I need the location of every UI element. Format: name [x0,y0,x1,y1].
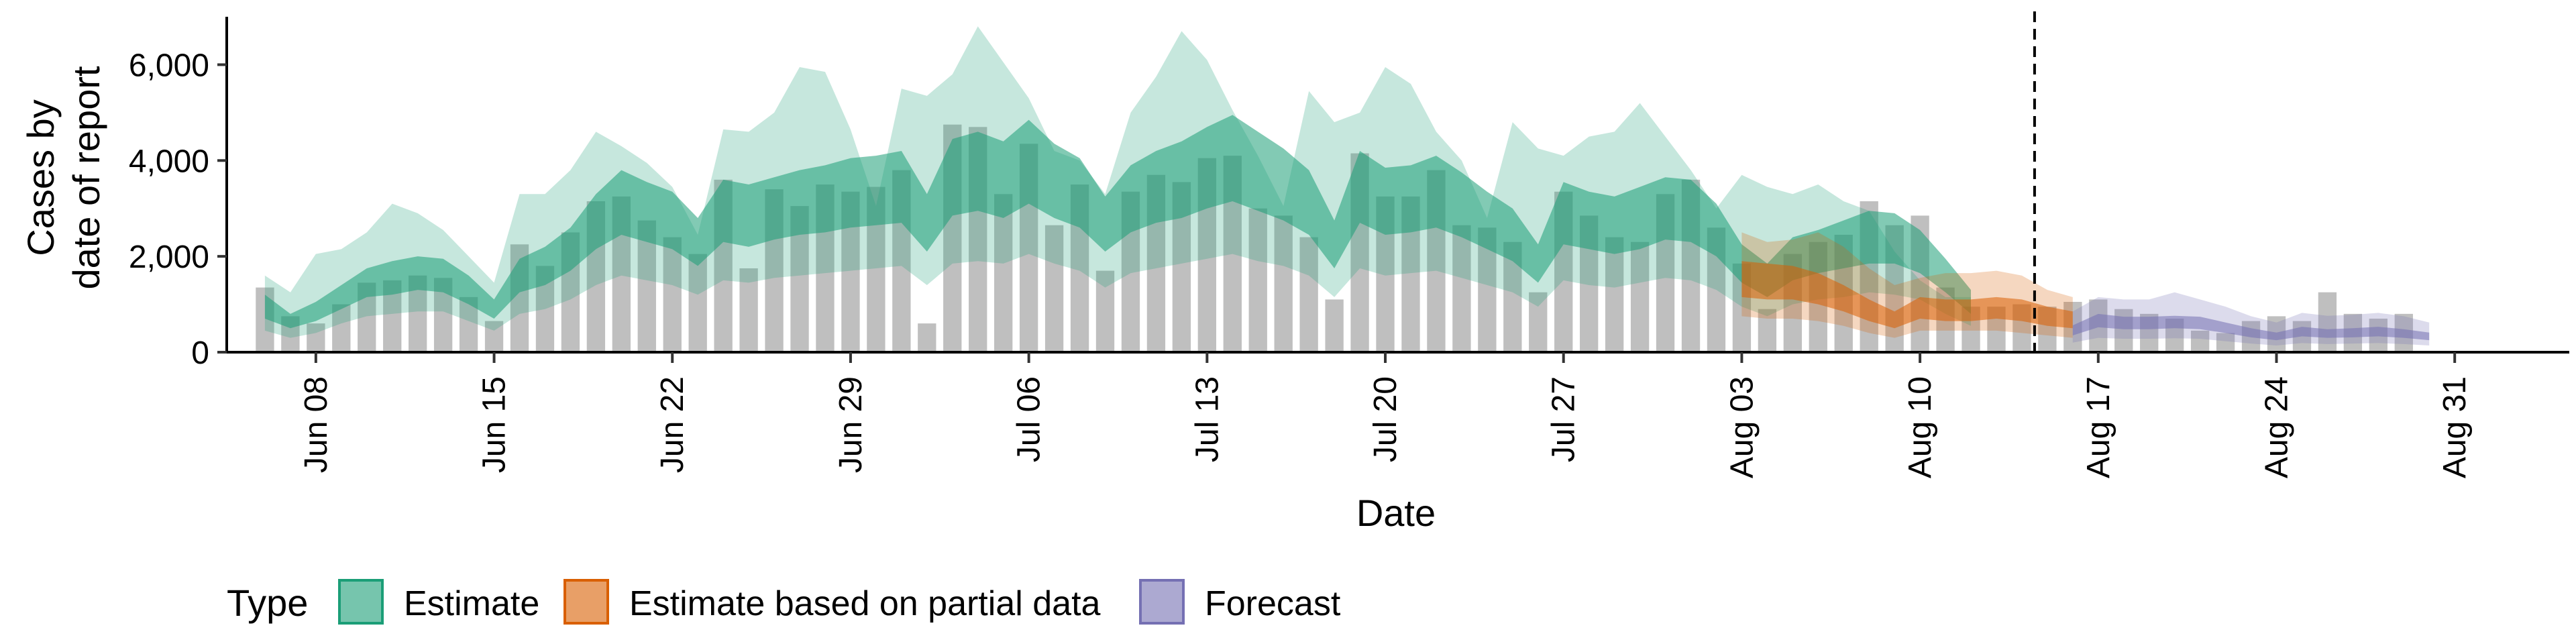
axes: 0 2,000 4,000 6,000 Jun 08 Jun 15 Jun 22 Jun 29… [129,17,2569,478]
observed-case-bar [663,237,682,352]
observed-case-bar [688,254,707,352]
observed-case-bar [1325,299,1344,352]
observed-case-bar [918,323,936,352]
observed-case-bar [1452,225,1471,352]
x-tick-label: Aug 24 [2259,376,2295,478]
legend-swatch-forecast [1139,579,1185,625]
legend: Type Estimate Estimate based on partial d… [227,579,1341,625]
x-tick-label: Aug 31 [2437,376,2473,478]
observed-case-bar [1529,292,1548,352]
legend-label-estimate: Estimate [404,584,539,623]
observed-case-bar [1248,208,1267,352]
x-tick-label: Jun 29 [833,376,869,473]
legend-swatch-partial [564,579,609,625]
legend-title: Type [227,582,308,624]
observed-case-bar [1095,270,1115,352]
observed-case-bar [2190,330,2210,352]
observed-case-bar [739,268,758,352]
observed-case-bar [2318,292,2337,352]
observed-case-bar [1044,225,1064,352]
legend-swatch-estimate [338,579,384,625]
y-axis-label-line2: date of report [65,66,107,290]
observed-case-bar [994,194,1013,352]
observed-case-bar [484,321,504,352]
x-tick-label: Jul 13 [1189,376,1225,462]
forecast-50-band [2072,313,2430,341]
x-tick-label: Aug 10 [1902,376,1938,478]
observed-case-bar [1605,237,1624,352]
observed-case-bar [307,323,325,352]
y-tick-label: 0 [191,335,209,371]
x-tick-label: Jul 27 [1546,376,1582,462]
x-tick-label: Aug 17 [2081,376,2116,478]
x-tick-label: Jun 08 [299,376,334,473]
y-tick-label: 6,000 [129,48,209,83]
x-axis-label: Date [1356,492,1436,534]
observed-case-bar [332,304,351,352]
observed-cases-bars [256,124,2413,353]
observed-case-bar [1299,237,1318,352]
observed-case-bar [1630,241,1650,352]
y-axis-label-line1: Cases by [19,99,62,256]
observed-case-bar [1758,309,1777,352]
observed-case-bar [2216,333,2235,352]
legend-label-forecast: Forecast [1205,584,1341,623]
observed-case-bar [1274,215,1293,352]
x-tick-label: Jun 22 [655,376,690,473]
y-tick-label: 2,000 [129,239,209,275]
partial-50-band [1741,261,2073,329]
x-tick-label: Jun 15 [477,376,513,473]
x-tick-label: Jul 06 [1012,376,1047,462]
legend-label-partial: Estimate based on partial data [629,584,1101,623]
estimate-bands [264,26,2430,345]
x-tick-label: Jul 20 [1368,376,1403,462]
x-tick-label: Aug 03 [1724,376,1760,478]
y-tick-label: 4,000 [129,144,209,179]
estimate-50-band [264,115,1972,329]
